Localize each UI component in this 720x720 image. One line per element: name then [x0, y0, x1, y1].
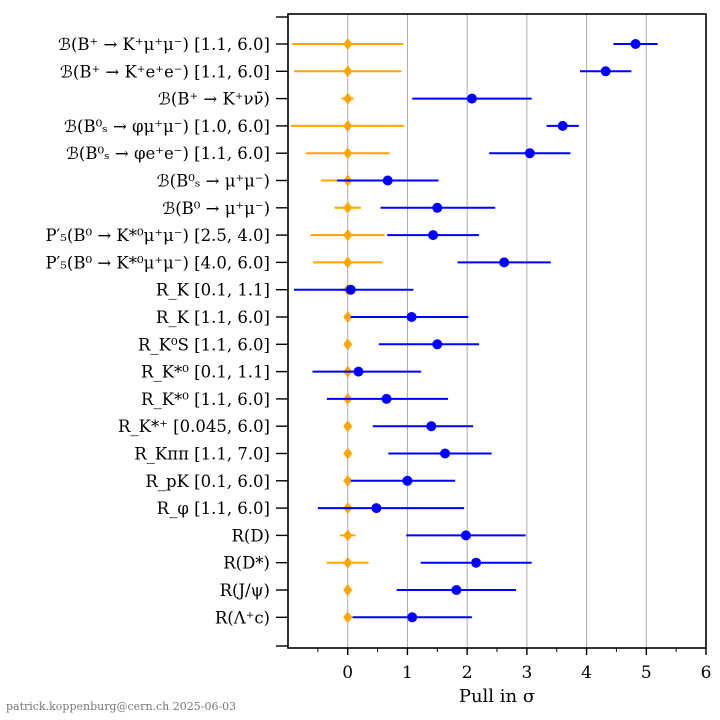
diamond-marker — [343, 474, 353, 487]
category-label: R_K*⁺ [0.045, 6.0] — [118, 417, 270, 436]
circle-marker — [630, 39, 641, 49]
diamond-marker — [343, 147, 353, 160]
circle-marker — [428, 230, 439, 241]
circle-marker — [353, 366, 364, 377]
category-label: R_K [1.1, 6.0] — [156, 308, 270, 327]
diamond-marker — [343, 420, 353, 433]
diamond-marker — [343, 338, 353, 351]
data-marks — [290, 38, 658, 624]
diamond-marker — [343, 119, 353, 132]
category-label: P′₅(B⁰ → K*⁰μ⁺μ⁻) [4.0, 6.0] — [45, 253, 270, 272]
grid-lines — [347, 14, 647, 648]
category-label: R(D) — [231, 526, 270, 545]
circle-marker — [382, 175, 393, 186]
category-label: ℬ(B⁰ → μ⁺μ⁻) — [162, 199, 270, 218]
category-label: ℬ(B⁰ₛ → μ⁺μ⁻) — [157, 172, 270, 191]
circle-marker — [432, 339, 443, 350]
y-axis: ℬ(B⁺ → K⁺μ⁺μ⁻) [1.1, 6.0] ℬ(B⁺ → K⁺e⁺e⁻) … — [45, 16, 288, 647]
circle-marker — [460, 530, 471, 541]
diamond-marker — [343, 38, 353, 50]
circle-marker — [407, 612, 418, 623]
diamond-marker — [343, 529, 353, 542]
category-label: ℬ(B⁰ₛ → φe⁺e⁻) [1.1, 6.0] — [66, 144, 270, 163]
x-tick-label: 6 — [701, 663, 712, 683]
circle-marker — [524, 148, 535, 159]
x-tick-label: 0 — [342, 663, 353, 683]
diamond-marker — [343, 584, 353, 596]
category-label: R_K*⁰ [0.1, 1.1] — [141, 363, 270, 382]
category-label: R(J/ψ) — [220, 581, 270, 600]
circle-marker — [381, 393, 392, 404]
x-axis-title: Pull in σ — [459, 686, 535, 707]
diamond-marker — [343, 311, 353, 323]
category-label: P′₅(B⁰ → K*⁰μ⁺μ⁻) [2.5, 4.0] — [45, 226, 270, 245]
x-tick-label: 1 — [402, 663, 413, 683]
category-label: R_φ [1.1, 6.0] — [157, 499, 270, 518]
x-tick-label: 3 — [521, 663, 532, 683]
circle-marker — [432, 202, 443, 213]
category-label: R(Λ⁺c) — [215, 608, 270, 627]
diamond-marker — [343, 256, 353, 269]
category-label: R(D*) — [223, 554, 270, 573]
circle-marker — [371, 503, 382, 514]
category-label: ℬ(B⁺ → K⁺νν̄) — [158, 90, 270, 109]
x-axis: 0 1 2 3 4 5 6 — [317, 648, 712, 683]
circle-marker — [499, 257, 510, 268]
circle-marker — [440, 448, 451, 459]
diamond-marker — [343, 447, 353, 460]
category-label: ℬ(B⁺ → K⁺e⁺e⁻) [1.1, 6.0] — [60, 62, 270, 81]
circle-marker — [451, 585, 462, 595]
diamond-marker — [343, 229, 353, 242]
category-label: R_K⁰S [1.1, 6.0] — [138, 335, 270, 354]
circle-marker — [466, 93, 477, 104]
circle-marker — [600, 66, 611, 77]
plot-frame — [287, 13, 707, 649]
circle-marker — [345, 284, 356, 295]
x-tick-label: 2 — [462, 663, 473, 683]
circle-marker — [426, 421, 437, 432]
category-label: R_K*⁰ [1.1, 6.0] — [141, 390, 270, 409]
x-tick-label: 4 — [581, 663, 592, 683]
circle-marker — [402, 475, 413, 486]
x-tick-label: 5 — [641, 663, 652, 683]
credit-text: patrick.koppenburg@cern.ch 2025-06-03 — [6, 700, 236, 713]
diamond-marker — [343, 65, 353, 78]
category-label: R_K [0.1, 1.1] — [156, 281, 270, 300]
diamond-marker — [343, 92, 353, 105]
diamond-marker — [343, 556, 353, 569]
diamond-marker — [343, 201, 353, 214]
circle-marker — [406, 312, 417, 322]
category-label: R_pK [0.1, 6.0] — [145, 472, 270, 491]
category-label: R_Kππ [1.1, 7.0] — [134, 445, 270, 464]
category-label: ℬ(B⁺ → K⁺μ⁺μ⁻) [1.1, 6.0] — [58, 35, 270, 54]
circle-marker — [557, 120, 568, 131]
category-label: ℬ(B⁰ₛ → φμ⁺μ⁻) [1.0, 6.0] — [64, 117, 270, 136]
circle-marker — [471, 557, 482, 568]
diamond-marker — [343, 611, 353, 624]
